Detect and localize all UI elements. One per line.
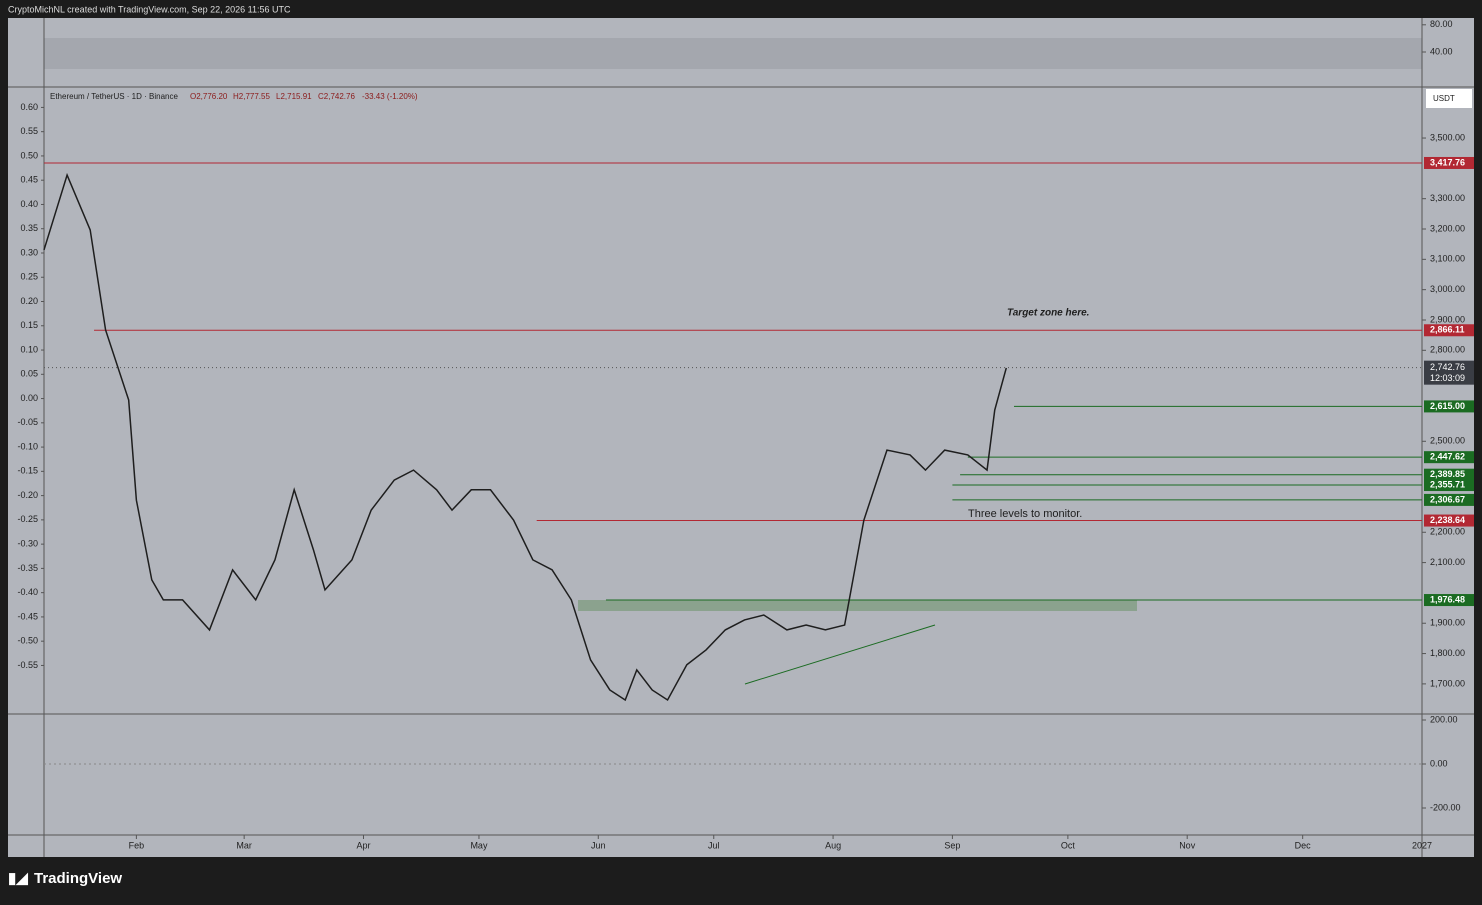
y-tick-label: 3,200.00 (1430, 223, 1465, 233)
x-tick-label: Oct (1061, 840, 1076, 850)
currency-box[interactable] (1426, 89, 1472, 108)
ohlc-low: L2,715.91 (276, 92, 312, 101)
y-tick-label: 2,100.00 (1430, 557, 1465, 567)
level-tag (1424, 156, 1474, 169)
level-tag (1424, 514, 1474, 527)
last-price-tag (1424, 360, 1474, 385)
y2-tick-label: -0.30 (17, 539, 38, 549)
y-tick-label: 2,500.00 (1430, 436, 1465, 446)
y2-tick-label: -0.50 (17, 636, 38, 646)
level-label: 2,238.64 (1430, 515, 1465, 525)
y2-tick-label: -0.55 (17, 660, 38, 670)
y-tick-label: 3,100.00 (1430, 254, 1465, 264)
x-tick-label: Nov (1179, 840, 1196, 850)
countdown: 12:03:09 (1430, 373, 1465, 383)
x-tick-label: Dec (1295, 840, 1312, 850)
currency[interactable]: USDT (1433, 94, 1455, 103)
annotation: Target zone here. (1007, 308, 1089, 319)
attribution: CryptoMichNL created with TradingView.co… (8, 4, 291, 14)
level-tag (1424, 479, 1474, 492)
y2-tick-label: -0.25 (17, 514, 38, 524)
ohlc-change: -33.43 (-1.20%) (362, 92, 418, 101)
ohlc-open: O2,776.20 (190, 92, 228, 101)
x-tick-label: Jun (591, 840, 606, 850)
price-line (43, 172, 1008, 702)
rsi-tick-label: 80.00 (1430, 19, 1453, 29)
logo-mark: ▮◢ (8, 870, 28, 887)
y2-tick-label: -0.05 (17, 417, 38, 427)
annotation: Three levels to monitor. (968, 508, 1082, 520)
y2-tick-label: 0.00 (20, 393, 38, 403)
y2-tick-label: 0.60 (20, 102, 38, 112)
x-tick-label: Mar (236, 840, 252, 850)
last-price-label: 2,742.76 (1430, 362, 1465, 372)
panel (8, 18, 1474, 857)
y2-tick-label: -0.10 (17, 441, 38, 451)
ohlc-close: C2,742.76 (318, 92, 355, 101)
level-tag (1424, 468, 1474, 481)
level-tag (1424, 493, 1474, 506)
y-tick-label: 3,000.00 (1430, 284, 1465, 294)
x-tick-label: Apr (356, 840, 370, 850)
logo: TradingView (34, 870, 122, 887)
level-tag (1424, 400, 1474, 413)
y-tick-label: 1,800.00 (1430, 648, 1465, 658)
macd-tick-label: -200.00 (1430, 802, 1461, 812)
y2-tick-label: -0.15 (17, 466, 38, 476)
y2-tick-label: 0.55 (20, 126, 38, 136)
level-tag (1424, 451, 1474, 464)
level-tag (1424, 324, 1474, 337)
x-tick-label: Aug (825, 840, 841, 850)
level-label: 3,417.76 (1430, 157, 1465, 167)
y2-tick-label: 0.20 (20, 296, 38, 306)
macd-tick-label: 200.00 (1430, 714, 1458, 724)
x-tick-label: Feb (129, 840, 145, 850)
y-tick-label: 1,900.00 (1430, 618, 1465, 628)
y2-tick-label: 0.25 (20, 272, 38, 282)
level-label: 1,976.48 (1430, 594, 1465, 604)
y-tick-label: 3,500.00 (1430, 132, 1465, 142)
y2-tick-label: 0.50 (20, 150, 38, 160)
y2-tick-label: 0.15 (20, 320, 38, 330)
x-tick-label: Sep (944, 840, 960, 850)
level-label: 2,866.11 (1430, 325, 1465, 335)
symbol: Ethereum / TetherUS · 1D · Binance (50, 92, 178, 101)
y2-tick-label: 0.45 (20, 175, 38, 185)
y-tick-label: 3,300.00 (1430, 193, 1465, 203)
x-tick-label: 2027 (1412, 840, 1432, 850)
trend-arrow (744, 624, 936, 685)
y2-tick-label: -0.20 (17, 490, 38, 500)
y2-tick-label: 0.05 (20, 369, 38, 379)
y2-tick-label: 0.35 (20, 223, 38, 233)
level-label: 2,306.67 (1430, 494, 1465, 504)
y2-tick-label: -0.35 (17, 563, 38, 573)
ohlc-high: H2,777.55 (233, 92, 270, 101)
rsi-tick-label: 40.00 (1430, 46, 1453, 56)
y2-tick-label: 0.40 (20, 199, 38, 209)
y2-tick-label: 0.30 (20, 247, 38, 257)
x-tick-label: May (470, 840, 488, 850)
y-tick-label: 1,700.00 (1430, 678, 1465, 688)
x-tick-label: Jul (708, 840, 720, 850)
y2-tick-label: 0.10 (20, 344, 38, 354)
level-label: 2,389.85 (1430, 469, 1465, 479)
rsi-band (44, 38, 1422, 69)
level-label: 2,355.71 (1430, 479, 1465, 489)
level-label: 2,615.00 (1430, 401, 1465, 411)
y2-tick-label: -0.40 (17, 587, 38, 597)
y-tick-label: 2,800.00 (1430, 345, 1465, 355)
macd-tick-label: 0.00 (1430, 758, 1448, 768)
y-tick-label: 2,900.00 (1430, 314, 1465, 324)
level-label: 2,447.62 (1430, 452, 1465, 462)
y-tick-label: 2,200.00 (1430, 527, 1465, 537)
support-zone (578, 600, 1137, 611)
y2-tick-label: -0.45 (17, 611, 38, 621)
level-tag (1424, 594, 1474, 607)
